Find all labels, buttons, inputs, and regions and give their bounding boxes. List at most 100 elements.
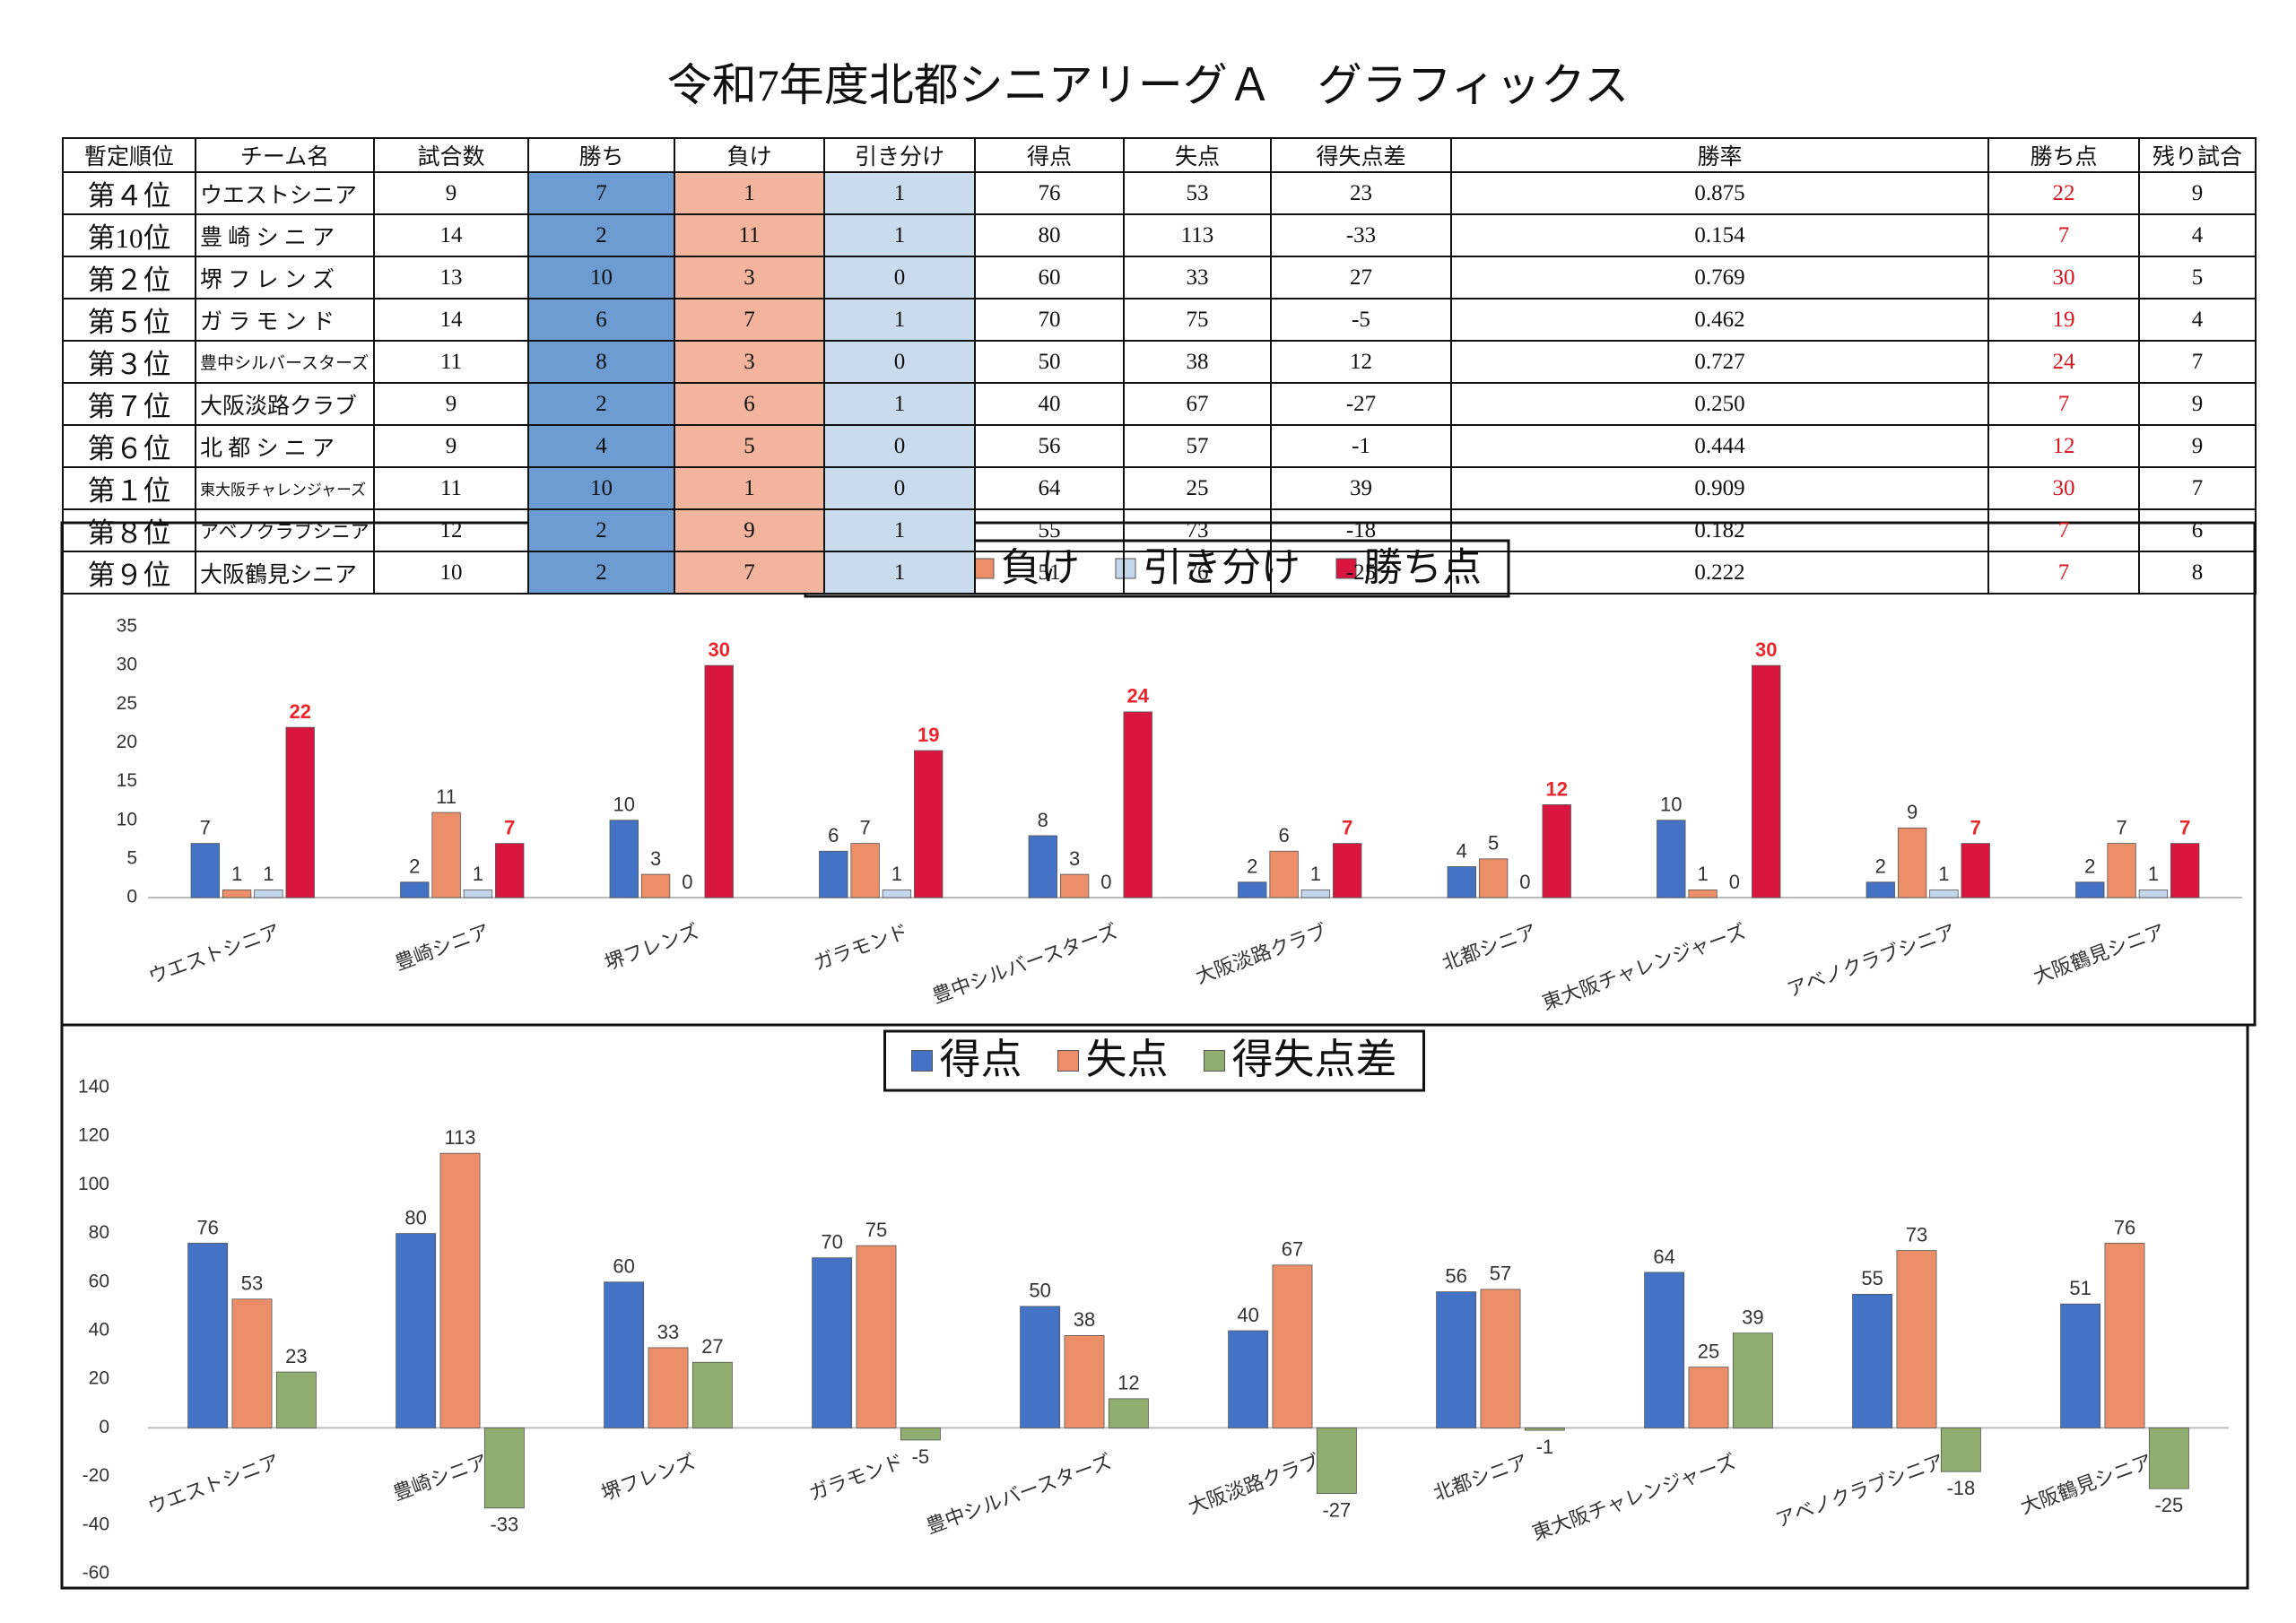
x-tick-label: 東大阪チャレンジャーズ (1539, 920, 1749, 1014)
table-cell: 1 (674, 466, 825, 510)
header-row: 暫定順位 チーム名 試合数 勝ち 負け 引き分け 得点 失点 得失点差 勝率 勝ち点 残り試合 (62, 137, 2257, 173)
bar (431, 812, 461, 898)
table-cell: 第７位 (62, 382, 196, 426)
header-cell: 勝ち点 (1987, 137, 2140, 173)
table-cell: 堺 フ レ ン ズ (195, 256, 375, 299)
bar (1688, 889, 1718, 898)
table-cell: 7 (674, 551, 825, 595)
table-cell: 2 (527, 508, 675, 552)
x-tick-label: 堺フレンズ (598, 1450, 699, 1505)
table-row: 第１位 東大阪チャレンジャーズ 11 10 1 0 64 25 39 0.909 30 7 (62, 466, 2257, 510)
table-cell: 25 (1123, 466, 1272, 510)
bar (1108, 1398, 1149, 1428)
value-label: 7 (1970, 816, 1981, 838)
table-cell: -27 (1270, 382, 1452, 426)
value-label: 75 (865, 1219, 887, 1241)
legend-label: 失点 (1086, 1036, 1169, 1082)
table-cell: 0.769 (1450, 256, 1989, 299)
bar (609, 820, 639, 898)
value-label: 19 (918, 724, 939, 746)
bar (1238, 881, 1267, 898)
bar (1940, 1428, 1981, 1472)
table-cell: 7 (1987, 213, 2140, 257)
table-cell: 4 (2138, 213, 2257, 257)
table-cell: 4 (2138, 298, 2257, 342)
bar (704, 664, 734, 898)
table-cell: 80 (974, 213, 1125, 257)
bar (222, 889, 252, 898)
table-cell: 7 (2138, 340, 2257, 384)
bar (1852, 1293, 1893, 1428)
y-tick-label: 35 (117, 616, 137, 637)
table-cell: 9 (674, 508, 825, 552)
y-tick-label: 60 (89, 1271, 109, 1291)
table-cell: 8 (527, 340, 675, 384)
value-label: 1 (473, 863, 483, 885)
y-tick-label: 5 (126, 847, 137, 868)
table-cell: 9 (2138, 171, 2257, 215)
table-cell: 第１位 (62, 466, 196, 510)
bar (1866, 881, 1895, 898)
table-cell: 3 (674, 256, 825, 299)
x-tick-label: ガラモンド (806, 1450, 907, 1505)
value-label: 25 (1698, 1340, 1719, 1362)
table-body: 第４位 ウエストシニア 9 7 1 1 76 53 23 0.875 22 9 第10位豊 崎 シ ニ … (62, 171, 2257, 595)
value-label: 27 (701, 1335, 723, 1358)
table-cell: 76 (974, 171, 1125, 215)
table-cell: 39 (1270, 466, 1452, 510)
table-cell: 0.182 (1450, 508, 1989, 552)
header-cell: 失点 (1123, 137, 1272, 173)
legend-swatch (911, 1050, 933, 1072)
table-cell: 50 (974, 340, 1125, 384)
x-tick-label: 堺フレンズ (602, 920, 702, 975)
header-cell: 負け (674, 137, 825, 173)
value-label: 0 (1729, 871, 1740, 893)
table-cell: 9 (2138, 424, 2257, 468)
x-tick-label: ガラモンド (811, 920, 911, 975)
value-label: -1 (1536, 1436, 1554, 1458)
x-tick-label: 北都シニア (1431, 1450, 1531, 1505)
value-label: 2 (1247, 855, 1257, 878)
bar (1333, 843, 1362, 898)
table-cell: 6 (2138, 508, 2257, 552)
bar (850, 843, 880, 898)
value-label: 0 (1519, 871, 1530, 893)
value-label: 73 (1906, 1223, 1927, 1245)
table-cell: 113 (1123, 213, 1272, 257)
table-cell: 9 (2138, 382, 2257, 426)
bar (1524, 1428, 1565, 1431)
y-tick-label: 120 (78, 1125, 109, 1146)
bar (285, 726, 315, 898)
value-label: 76 (2114, 1216, 2135, 1238)
bar (1897, 827, 1927, 898)
table-row: 第10位豊 崎 シ ニ ア 14 2 11 1 80 113 -33 0.154 7 4 (62, 213, 2257, 257)
table-cell: 9 (373, 382, 529, 426)
table-cell: 0.909 (1450, 466, 1989, 510)
table-cell: 0.154 (1450, 213, 1989, 257)
table-cell: 11 (373, 340, 529, 384)
table-cell: 56 (974, 424, 1125, 468)
table-cell: 大阪鶴見シニア (195, 551, 375, 595)
value-label: 7 (859, 816, 870, 838)
value-label: 60 (613, 1255, 634, 1278)
table-cell: 第８位 (62, 508, 196, 552)
bar (1644, 1271, 1685, 1428)
value-label: 7 (2179, 816, 2190, 838)
bar (187, 1243, 229, 1428)
table-cell: 76 (1123, 551, 1272, 595)
table-cell: 0.222 (1450, 551, 1989, 595)
y-tick-label: -40 (83, 1514, 109, 1534)
bar (400, 881, 430, 898)
bar (1732, 1332, 1773, 1428)
table-cell: 51 (974, 551, 1125, 595)
table-cell: ウエストシニア (195, 171, 375, 215)
bar (2138, 889, 2169, 898)
table-cell: 73 (1123, 508, 1272, 552)
table-cell: 大阪淡路クラブ (195, 382, 375, 426)
bar (2075, 881, 2105, 898)
legend-label: 得失点差 (1232, 1036, 1397, 1082)
table-cell: 3 (674, 340, 825, 384)
value-label: 7 (504, 816, 515, 838)
y-tick-label: 100 (78, 1174, 109, 1194)
x-tick-label: アベノクラブシニア (1784, 920, 1958, 1002)
